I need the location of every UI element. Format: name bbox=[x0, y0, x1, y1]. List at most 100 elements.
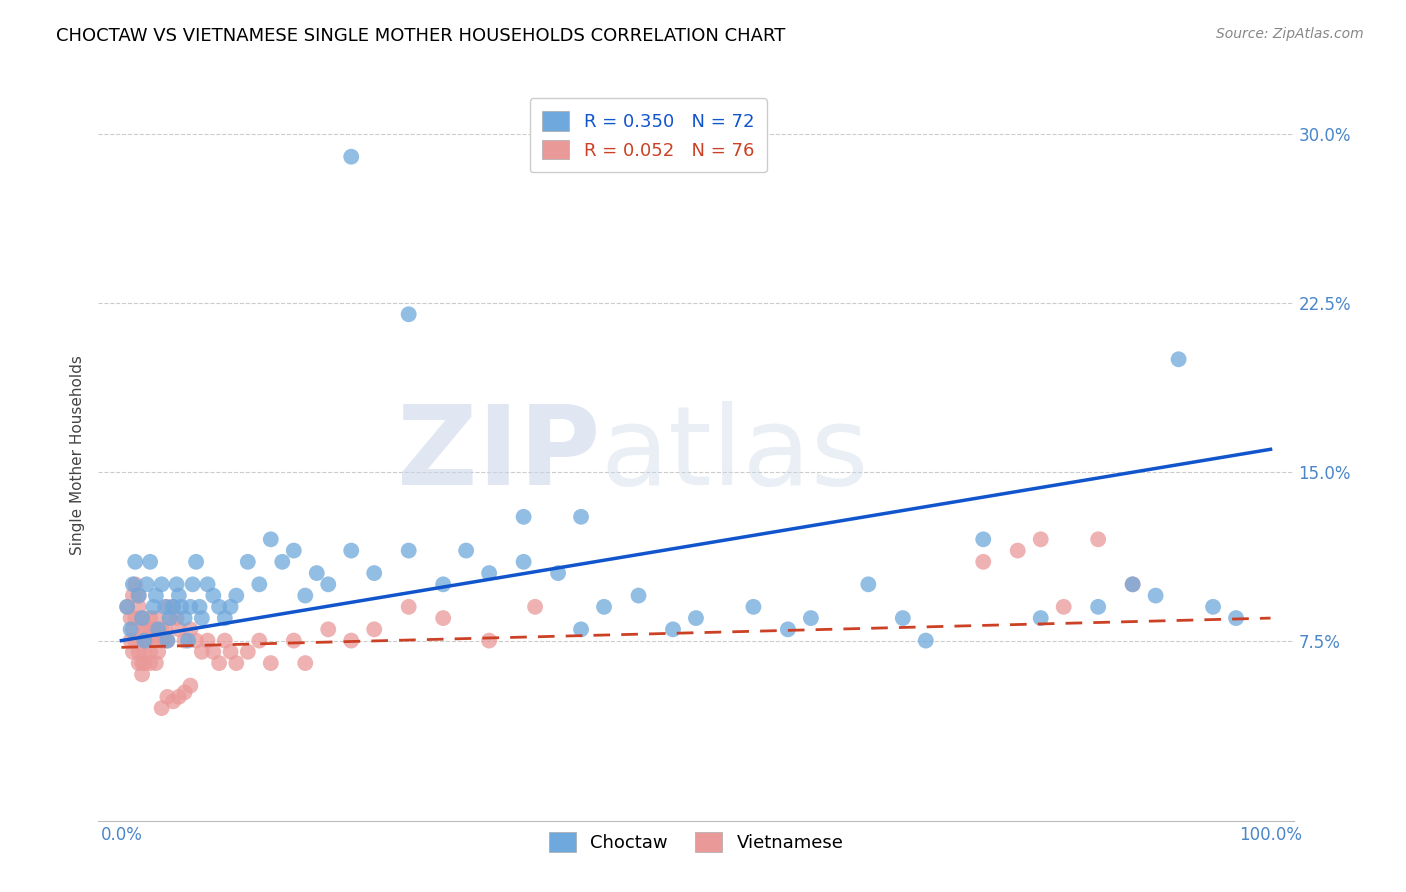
Point bbox=[742, 599, 765, 614]
Point bbox=[173, 685, 195, 699]
Point bbox=[145, 656, 167, 670]
Point bbox=[1225, 611, 1247, 625]
Text: atlas: atlas bbox=[600, 401, 869, 508]
Point bbox=[512, 555, 534, 569]
Point bbox=[972, 533, 994, 547]
Point bbox=[236, 555, 259, 569]
Point bbox=[122, 577, 145, 591]
Point bbox=[627, 589, 650, 603]
Point bbox=[134, 645, 156, 659]
Point bbox=[219, 645, 242, 659]
Point bbox=[247, 633, 270, 648]
Point bbox=[122, 645, 145, 659]
Y-axis label: Single Mother Households: Single Mother Households bbox=[69, 355, 84, 555]
Point bbox=[162, 599, 184, 614]
Point bbox=[173, 633, 195, 648]
Point bbox=[150, 623, 173, 637]
Point bbox=[432, 611, 454, 625]
Point bbox=[139, 645, 162, 659]
Point bbox=[142, 599, 165, 614]
Point bbox=[124, 633, 146, 648]
Point bbox=[1087, 533, 1109, 547]
Point bbox=[340, 543, 363, 558]
Point bbox=[478, 566, 501, 580]
Text: Source: ZipAtlas.com: Source: ZipAtlas.com bbox=[1216, 27, 1364, 41]
Point bbox=[214, 633, 236, 648]
Point bbox=[662, 623, 685, 637]
Point bbox=[177, 633, 200, 648]
Point bbox=[128, 589, 150, 603]
Point bbox=[128, 656, 150, 670]
Point bbox=[1144, 589, 1167, 603]
Point bbox=[139, 656, 162, 670]
Point bbox=[162, 599, 184, 614]
Point bbox=[208, 599, 231, 614]
Point bbox=[156, 633, 179, 648]
Point bbox=[340, 150, 363, 164]
Point bbox=[316, 623, 339, 637]
Point bbox=[134, 656, 156, 670]
Point bbox=[225, 589, 247, 603]
Point bbox=[197, 577, 219, 591]
Point bbox=[139, 611, 162, 625]
Point bbox=[593, 599, 616, 614]
Point bbox=[1029, 611, 1052, 625]
Point bbox=[236, 645, 259, 659]
Point bbox=[547, 566, 569, 580]
Point bbox=[197, 633, 219, 648]
Point bbox=[145, 611, 167, 625]
Point bbox=[294, 656, 316, 670]
Point bbox=[179, 599, 201, 614]
Point bbox=[1122, 577, 1144, 591]
Point bbox=[148, 623, 170, 637]
Point bbox=[156, 633, 179, 648]
Point bbox=[914, 633, 936, 648]
Point bbox=[478, 633, 501, 648]
Point bbox=[214, 611, 236, 625]
Point bbox=[512, 509, 534, 524]
Point bbox=[891, 611, 914, 625]
Point bbox=[1167, 352, 1189, 367]
Point bbox=[120, 611, 142, 625]
Text: ZIP: ZIP bbox=[396, 401, 600, 508]
Point bbox=[153, 599, 176, 614]
Point bbox=[524, 599, 547, 614]
Point bbox=[115, 599, 138, 614]
Point bbox=[776, 623, 799, 637]
Point bbox=[134, 623, 156, 637]
Point bbox=[1202, 599, 1225, 614]
Point bbox=[142, 633, 165, 648]
Point bbox=[166, 611, 188, 625]
Point bbox=[1053, 599, 1076, 614]
Point bbox=[363, 566, 385, 580]
Legend: Choctaw, Vietnamese: Choctaw, Vietnamese bbox=[538, 822, 853, 863]
Point bbox=[800, 611, 823, 625]
Point bbox=[283, 633, 305, 648]
Point bbox=[134, 633, 156, 648]
Point bbox=[294, 589, 316, 603]
Point bbox=[858, 577, 880, 591]
Point bbox=[398, 599, 420, 614]
Point bbox=[398, 307, 420, 321]
Point bbox=[181, 577, 204, 591]
Point bbox=[184, 633, 207, 648]
Point bbox=[153, 633, 176, 648]
Point bbox=[150, 633, 173, 648]
Point bbox=[124, 577, 146, 591]
Point bbox=[120, 633, 142, 648]
Point bbox=[131, 656, 153, 670]
Point bbox=[219, 599, 242, 614]
Point bbox=[283, 543, 305, 558]
Point bbox=[456, 543, 478, 558]
Point bbox=[135, 577, 157, 591]
Point bbox=[128, 589, 150, 603]
Point bbox=[156, 690, 179, 704]
Point bbox=[1029, 533, 1052, 547]
Point bbox=[156, 599, 179, 614]
Point bbox=[202, 589, 225, 603]
Point bbox=[208, 656, 231, 670]
Point bbox=[128, 599, 150, 614]
Point bbox=[271, 555, 294, 569]
Point bbox=[191, 611, 214, 625]
Point bbox=[135, 623, 157, 637]
